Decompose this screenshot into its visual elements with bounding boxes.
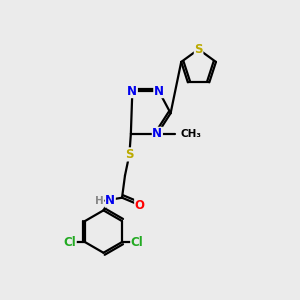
Text: S: S [194,43,203,56]
Text: Cl: Cl [63,236,76,249]
Text: S: S [125,148,134,161]
Text: N: N [152,127,162,140]
Text: O: O [135,199,145,212]
Text: N: N [154,85,164,98]
Text: N: N [105,194,115,207]
Text: Cl: Cl [131,236,143,249]
Text: N: N [127,85,137,98]
Text: CH₃: CH₃ [180,129,201,139]
Text: H: H [95,196,103,206]
